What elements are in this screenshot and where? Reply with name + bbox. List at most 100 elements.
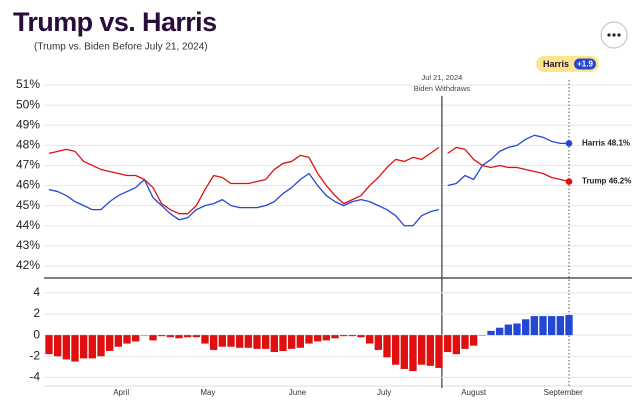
- y-tick-label: 48%: [16, 138, 40, 152]
- spread-bar: [487, 330, 495, 336]
- annotation-text: Jul 21, 2024: [421, 73, 462, 82]
- spread-bar: [339, 335, 348, 337]
- spread-bar: [556, 316, 565, 336]
- spread-bar: [166, 335, 175, 338]
- x-tick-label: June: [289, 388, 307, 397]
- spread-bar: [209, 335, 218, 350]
- spread-bar: [513, 323, 521, 336]
- spread-bar: [495, 327, 504, 336]
- spread-bar: [313, 335, 322, 342]
- spread-bar: [443, 335, 452, 353]
- spread-bar: [157, 335, 166, 337]
- spread-bar: [365, 335, 374, 344]
- end-label-value: 48.1%: [607, 138, 630, 147]
- badge-margin: +1.9: [577, 60, 593, 69]
- series-line: [48, 146, 570, 215]
- spread-bar: [88, 335, 97, 359]
- spread-bar: [521, 319, 530, 336]
- menu-dot: [607, 33, 611, 37]
- spread-bar: [218, 335, 227, 347]
- spread-bar: [244, 335, 253, 348]
- end-label: Trump 46.2%: [582, 177, 631, 186]
- y-tick-label: 47%: [16, 158, 40, 172]
- series-line: [48, 134, 569, 227]
- spread-bar: [149, 335, 157, 341]
- y-tick-label: 49%: [16, 117, 40, 131]
- spread-bar: [227, 335, 235, 347]
- title: Trump vs. Harris: [13, 7, 217, 37]
- x-tick-label: April: [113, 388, 129, 397]
- spread-bar: [201, 335, 209, 344]
- badge-pill: [574, 58, 596, 70]
- spread-bar: [305, 335, 313, 344]
- spread-bar: [417, 335, 426, 365]
- spread-bar: [279, 335, 287, 351]
- end-dot: [565, 140, 573, 147]
- y-tick-label: 4: [33, 285, 40, 299]
- spread-bar: [183, 335, 192, 338]
- spread-bar: [435, 335, 443, 368]
- spread-bar: [79, 335, 88, 359]
- spread-bar: [530, 316, 539, 336]
- subtitle: (Trump vs. Biden Before July 21, 2024): [34, 42, 208, 53]
- menu-dot: [612, 33, 616, 37]
- spread-bar: [114, 335, 123, 347]
- spread-bar: [123, 335, 131, 344]
- y-tick-label: 0: [33, 327, 40, 341]
- spread-bar: [348, 335, 357, 337]
- spread-bar: [547, 316, 556, 336]
- end-dot: [565, 178, 573, 185]
- spread-bar: [175, 335, 183, 339]
- y-tick-label: 2: [33, 306, 40, 320]
- spread-bar: [105, 335, 114, 351]
- spread-bar: [270, 335, 279, 353]
- spread-bar: [62, 335, 71, 360]
- x-tick-label: July: [377, 388, 391, 397]
- spread-bar: [409, 335, 417, 372]
- spread-bar: [97, 335, 105, 357]
- spread-bar: [253, 335, 261, 349]
- spread-bar: [504, 324, 513, 336]
- spread-bar: [53, 335, 62, 357]
- lead-badge: Harris +1.9: [536, 56, 599, 72]
- spread-bar: [400, 335, 409, 369]
- spread-bar: [539, 316, 547, 336]
- spread-bar: [261, 335, 270, 349]
- spread-bar: [461, 335, 469, 349]
- spread-bar: [357, 335, 365, 338]
- menu-button[interactable]: [600, 21, 628, 49]
- y-tick-label: 51%: [16, 77, 40, 91]
- spread-bar: [296, 335, 305, 348]
- spread-bar: [322, 335, 331, 341]
- spread-bar: [374, 335, 383, 350]
- y-tick-label: 45%: [16, 198, 40, 212]
- end-label: Harris 48.1%: [582, 138, 630, 147]
- end-label-name: Trump: [582, 177, 607, 186]
- y-tick-label: 46%: [16, 178, 40, 192]
- spread-bar: [235, 335, 244, 348]
- menu-dot: [617, 33, 621, 37]
- spread-bar: [383, 335, 391, 358]
- x-tick-label: August: [461, 388, 487, 397]
- annotation-text: Biden Withdraws: [414, 84, 471, 93]
- x-tick-label: September: [544, 388, 583, 397]
- badge-name: Harris: [543, 59, 569, 69]
- x-tick-label: May: [200, 388, 215, 397]
- y-tick-label: -2: [29, 348, 40, 362]
- spread-bar: [391, 335, 400, 365]
- y-tick-label: 42%: [16, 258, 40, 272]
- y-tick-label: 44%: [16, 218, 40, 232]
- end-label-value: 46.2%: [609, 177, 632, 186]
- spread-bar: [131, 335, 140, 342]
- end-label-name: Harris: [582, 138, 606, 147]
- y-tick-label: 43%: [16, 238, 40, 252]
- spread-bar: [426, 335, 435, 366]
- spread-bar: [192, 335, 201, 338]
- spread-bar: [452, 335, 461, 355]
- spread-bar: [45, 335, 53, 355]
- spread-bar: [331, 335, 339, 339]
- spread-bar: [469, 335, 478, 346]
- y-tick-label: -4: [29, 370, 40, 384]
- y-tick-label: 50%: [16, 97, 40, 111]
